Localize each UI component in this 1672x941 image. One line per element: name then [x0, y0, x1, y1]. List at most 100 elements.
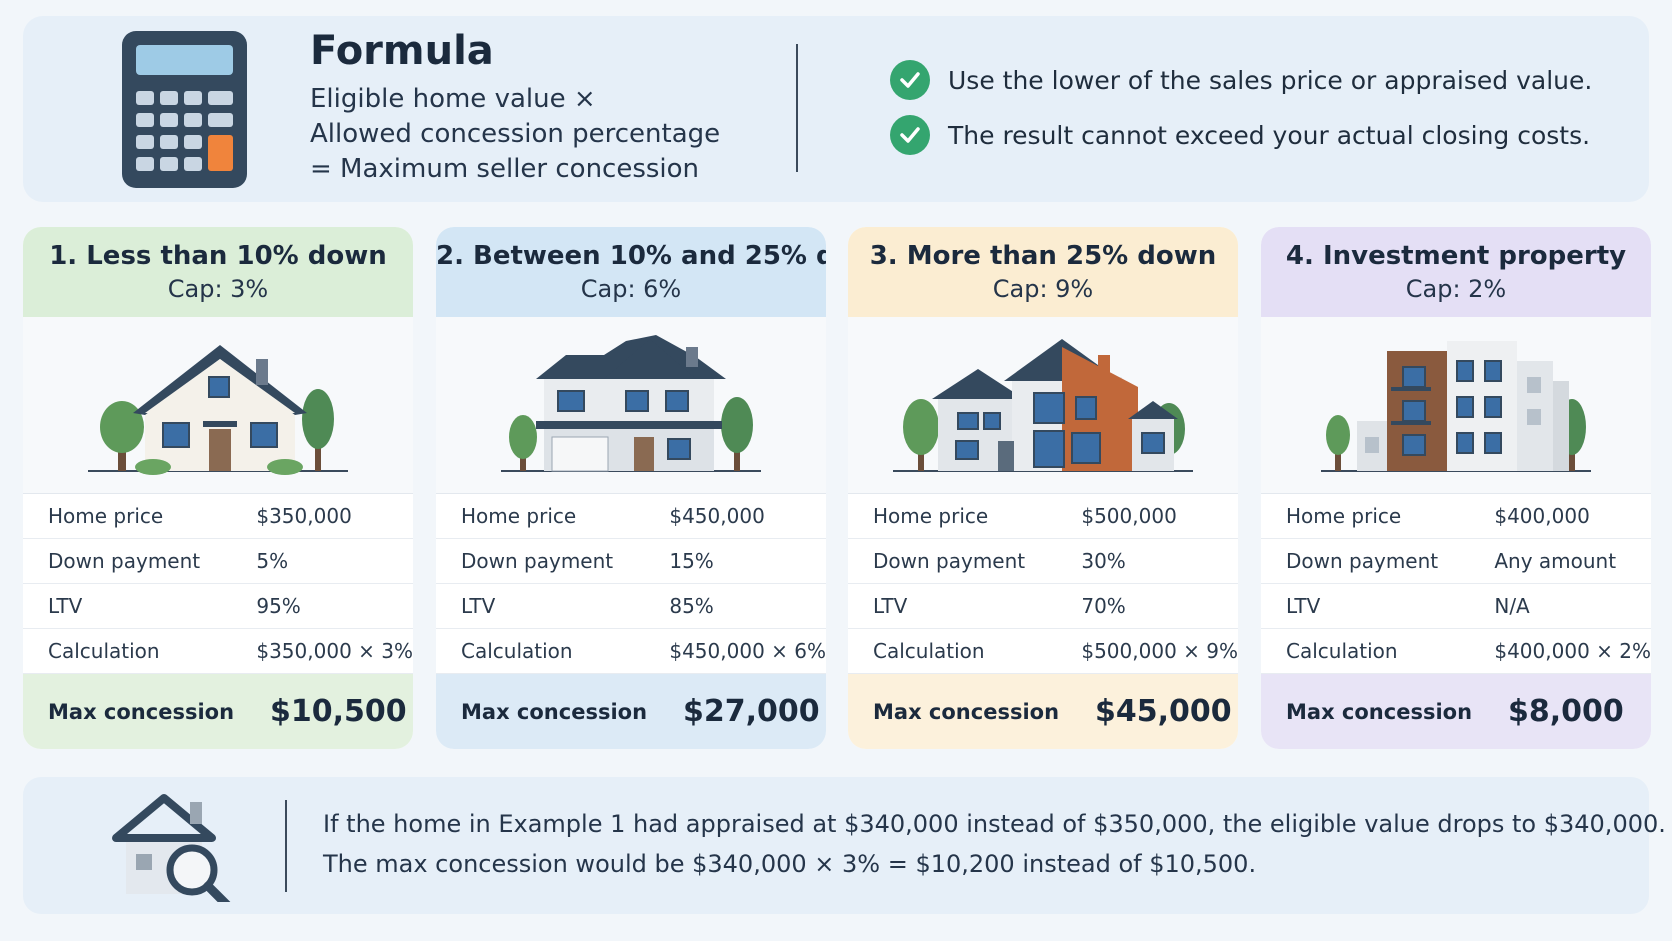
table-row: Home price $400,000	[1261, 494, 1651, 539]
formula-panel	[23, 16, 1649, 202]
row-value: $500,000	[1081, 494, 1238, 539]
table-row: Calculation $450,000 × 6%	[436, 628, 826, 674]
house-illustration	[436, 317, 826, 494]
row-label: Down payment	[1261, 538, 1495, 584]
card-title: 2. Between 10% and 25% down	[436, 241, 826, 271]
max-concession-value: $27,000	[683, 694, 820, 729]
building-illustration	[1261, 317, 1651, 494]
example-card-1: 1. Less than 10% down Cap: 3% Home price…	[23, 227, 413, 749]
card-cap: Cap: 9%	[992, 275, 1094, 303]
formula-line-3: = Maximum seller concession	[310, 154, 700, 184]
card-cap: Cap: 2%	[1405, 275, 1507, 303]
row-value: 70%	[1081, 583, 1238, 629]
rule-text: The result cannot exceed your actual clo…	[948, 120, 1591, 150]
example-card-3: 3. More than 25% down Cap: 9%	[848, 227, 1238, 749]
row-value: 5%	[256, 538, 413, 584]
house-icon	[88, 345, 348, 475]
max-concession-row: Max concession $45,000	[848, 674, 1238, 749]
row-label: LTV	[1261, 583, 1495, 629]
note-panel	[23, 777, 1649, 914]
max-concession-value: $10,500	[270, 694, 407, 729]
row-value: $450,000	[669, 494, 826, 539]
house-icon	[893, 339, 1193, 472]
row-value: $350,000 × 3%	[256, 628, 413, 674]
card-header: 1. Less than 10% down Cap: 3%	[23, 227, 413, 317]
table-row: LTV 95%	[23, 583, 413, 629]
example-card-2: 2. Between 10% and 25% down Cap: 6% Home…	[436, 227, 826, 749]
row-label: Down payment	[848, 538, 1082, 584]
max-concession-label: Max concession	[48, 699, 235, 724]
card-header: 2. Between 10% and 25% down Cap: 6%	[436, 227, 826, 317]
formula-line-2: Allowed concession percentage	[310, 119, 721, 149]
card-header: 4. Investment property Cap: 2%	[1261, 227, 1651, 317]
details-table: Home price $400,000 Down payment Any amoun…	[1261, 494, 1651, 674]
rule-text: Use the lower of the sales price or appr…	[948, 65, 1593, 95]
details-table: Home price $500,000 Down payment 30% LTV 70…	[848, 494, 1238, 674]
card-title: 3. More than 25% down	[869, 241, 1217, 271]
calculator-icon	[122, 31, 247, 188]
apartment-building-icon	[1321, 341, 1591, 472]
check-icon	[890, 60, 930, 100]
check-icon	[890, 115, 930, 155]
table-row: LTV 85%	[436, 583, 826, 629]
row-value: 15%	[669, 538, 826, 584]
note-line-1: If the home in Example 1 had appraised a…	[323, 810, 1666, 838]
row-value: $450,000 × 6%	[669, 628, 826, 674]
table-row: Calculation $350,000 × 3%	[23, 628, 413, 674]
max-concession-value: $8,000	[1508, 694, 1624, 729]
row-value: $400,000	[1494, 494, 1651, 539]
row-label: Calculation	[848, 628, 1082, 674]
row-label: Calculation	[23, 628, 257, 674]
table-row: Down payment 15%	[436, 538, 826, 584]
row-value: 95%	[256, 583, 413, 629]
max-concession-label: Max concession	[1286, 699, 1473, 724]
formula-line-1: Eligible home value ×	[310, 84, 596, 114]
row-label: Down payment	[436, 538, 670, 584]
card-cap: Cap: 3%	[167, 275, 269, 303]
max-concession-row: Max concession $27,000	[436, 674, 826, 749]
divider	[285, 800, 287, 892]
table-row: Down payment 30%	[848, 538, 1238, 584]
example-card-4: 4. Investment property Cap: 2% Home pric…	[1261, 227, 1651, 749]
row-label: LTV	[436, 583, 670, 629]
card-title: 1. Less than 10% down	[49, 241, 387, 271]
details-table: Home price $450,000 Down payment 15% LTV 85…	[436, 494, 826, 674]
max-concession-label: Max concession	[873, 699, 1060, 724]
row-label: LTV	[23, 583, 257, 629]
row-value: $500,000 × 9%	[1081, 628, 1238, 674]
card-title: 4. Investment property	[1285, 241, 1627, 271]
row-value: N/A	[1494, 583, 1651, 629]
table-row: LTV 70%	[848, 583, 1238, 629]
row-value: $400,000 × 2%	[1494, 628, 1651, 674]
row-value: Any amount	[1494, 538, 1651, 584]
details-table: Home price $350,000 Down payment 5% LTV 95%…	[23, 494, 413, 674]
note-line-2: The max concession would be $340,000 × 3…	[323, 850, 1257, 878]
row-label: Home price	[1261, 494, 1495, 539]
row-label: Down payment	[23, 538, 257, 584]
max-concession-row: Max concession $10,500	[23, 674, 413, 749]
rule-item: The result cannot exceed your actual clo…	[890, 115, 1590, 155]
row-label: Calculation	[436, 628, 670, 674]
row-label: LTV	[848, 583, 1082, 629]
rule-item: Use the lower of the sales price or appr…	[890, 60, 1592, 100]
card-cap: Cap: 6%	[580, 275, 682, 303]
row-value: $350,000	[256, 494, 413, 539]
divider	[796, 44, 798, 172]
formula-title: Formula	[310, 28, 494, 74]
table-row: Down payment 5%	[23, 538, 413, 584]
table-row: Home price $450,000	[436, 494, 826, 539]
max-concession-label: Max concession	[461, 699, 648, 724]
row-label: Calculation	[1261, 628, 1495, 674]
row-label: Home price	[436, 494, 670, 539]
house-illustration	[23, 317, 413, 494]
table-row: LTV N/A	[1261, 583, 1651, 629]
table-row: Calculation $400,000 × 2%	[1261, 628, 1651, 674]
table-row: Calculation $500,000 × 9%	[848, 628, 1238, 674]
table-row: Down payment Any amount	[1261, 538, 1651, 584]
row-value: 30%	[1081, 538, 1238, 584]
table-row: Home price $350,000	[23, 494, 413, 539]
row-label: Home price	[23, 494, 257, 539]
row-value: 85%	[669, 583, 826, 629]
house-illustration	[848, 317, 1238, 494]
max-concession-value: $45,000	[1095, 694, 1232, 729]
